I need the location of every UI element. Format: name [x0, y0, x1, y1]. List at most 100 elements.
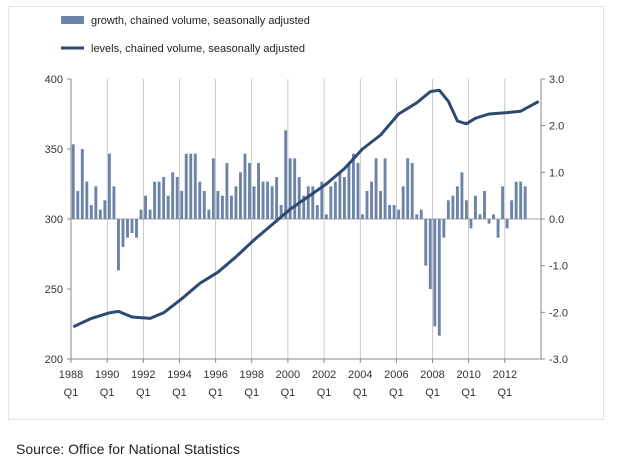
- right-tick-label: 1.0: [549, 167, 564, 179]
- growth-bar: [148, 209, 152, 219]
- x-tick-year: 1988: [59, 369, 83, 381]
- growth-bar: [442, 219, 446, 238]
- growth-bar: [121, 219, 125, 247]
- growth-bar: [284, 130, 288, 219]
- x-tick-period: Q1: [281, 387, 296, 399]
- growth-bar: [352, 153, 355, 219]
- growth-bar: [216, 191, 220, 219]
- growth-bar: [464, 200, 468, 219]
- x-tick-period: Q1: [208, 387, 223, 399]
- growth-bar: [342, 177, 346, 219]
- growth-bar: [166, 195, 170, 219]
- growth-bar: [288, 158, 292, 219]
- growth-bar: [239, 172, 242, 219]
- legend-label-growth: growth, chained volume, seasonally adjus…: [91, 15, 310, 27]
- x-tick-year: 2006: [384, 369, 408, 381]
- growth-bar: [496, 219, 500, 238]
- growth-bar: [347, 163, 351, 219]
- growth-bar: [374, 158, 378, 219]
- growth-bar: [220, 195, 224, 219]
- legend-label-levels: levels, chained volume, seasonally adjus…: [91, 43, 305, 55]
- growth-bar: [505, 219, 509, 229]
- legend-swatch-growth: [61, 16, 84, 24]
- left-tick-label: 300: [45, 214, 63, 226]
- growth-bar: [446, 200, 450, 219]
- x-tick-period: Q1: [353, 387, 368, 399]
- growth-bar: [248, 163, 251, 219]
- growth-bar: [410, 163, 414, 219]
- growth-bar: [103, 200, 107, 219]
- growth-bar: [266, 181, 270, 219]
- growth-bar: [229, 195, 233, 219]
- growth-bar: [130, 219, 134, 233]
- x-tick-year: 1992: [131, 369, 155, 381]
- growth-bar: [519, 181, 523, 219]
- growth-bar: [302, 195, 306, 219]
- x-tick-period: Q1: [425, 387, 440, 399]
- growth-bar: [275, 177, 279, 219]
- x-tick-year: 2000: [276, 369, 300, 381]
- left-tick-label: 350: [45, 144, 63, 156]
- growth-bar: [107, 153, 111, 219]
- growth-bar: [175, 177, 179, 219]
- x-tick-year: 2004: [348, 369, 372, 381]
- growth-bar: [510, 200, 514, 219]
- x-tick-period: Q1: [389, 387, 404, 399]
- growth-bar: [361, 214, 364, 219]
- source-note: Source: Office for National Statistics: [16, 441, 240, 457]
- right-tick-label: 3.0: [549, 74, 564, 86]
- x-tick-period: Q1: [461, 387, 476, 399]
- growth-bar: [455, 186, 459, 219]
- x-tick-period: Q1: [498, 387, 513, 399]
- growth-bar: [356, 163, 360, 219]
- growth-bar: [293, 158, 297, 219]
- growth-bar: [98, 209, 102, 219]
- growth-bar: [257, 163, 260, 219]
- growth-bar: [139, 209, 143, 219]
- growth-bar: [365, 191, 369, 219]
- levels-line: [72, 88, 540, 329]
- growth-bar: [184, 153, 188, 219]
- right-tick-label: 2.0: [549, 121, 564, 133]
- growth-bar: [198, 181, 202, 219]
- right-tick-label: -2.0: [549, 307, 568, 319]
- growth-bar: [162, 177, 166, 219]
- growth-bar: [144, 195, 148, 219]
- x-tick-year: 2012: [493, 369, 517, 381]
- growth-bar: [225, 163, 229, 219]
- growth-bar: [85, 181, 89, 219]
- growth-bar: [252, 186, 256, 219]
- growth-bars: [71, 130, 527, 336]
- growth-bar: [474, 195, 477, 219]
- growth-bar: [460, 172, 464, 219]
- growth-bar: [501, 186, 505, 219]
- growth-bar: [469, 219, 473, 229]
- combo-chart: growth, chained volume, seasonally adjus…: [45, 15, 568, 399]
- growth-bar: [333, 181, 337, 219]
- growth-bar: [514, 181, 518, 219]
- x-tick-year: 2008: [420, 369, 444, 381]
- growth-bar: [483, 191, 486, 219]
- growth-bar: [306, 186, 310, 219]
- growth-bar: [329, 186, 333, 219]
- growth-bar: [324, 214, 328, 219]
- growth-bar: [379, 191, 383, 219]
- growth-bar: [492, 214, 495, 219]
- growth-bar: [320, 181, 324, 219]
- growth-bar: [487, 219, 491, 224]
- growth-bar: [297, 177, 301, 219]
- growth-bar: [71, 144, 75, 219]
- growth-bar: [415, 214, 419, 219]
- growth-bar: [193, 153, 197, 219]
- growth-bar: [437, 219, 441, 336]
- growth-bar: [315, 205, 319, 219]
- growth-bar: [428, 219, 432, 289]
- left-tick-label: 200: [45, 354, 63, 366]
- x-tick-period: Q1: [244, 387, 259, 399]
- left-tick-label: 400: [45, 74, 63, 86]
- growth-bar: [211, 158, 215, 219]
- right-tick-label: -3.0: [549, 354, 568, 366]
- growth-bar: [279, 205, 283, 219]
- right-tick-label: -1.0: [549, 261, 568, 273]
- x-tick-period: Q1: [136, 387, 151, 399]
